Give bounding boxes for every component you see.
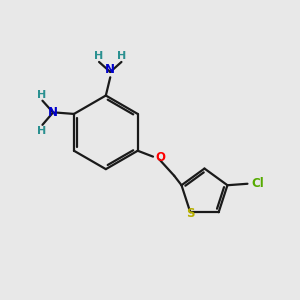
- Text: S: S: [186, 207, 194, 220]
- Text: H: H: [37, 89, 46, 100]
- Text: H: H: [37, 126, 46, 136]
- Text: N: N: [48, 106, 58, 119]
- Text: N: N: [105, 63, 115, 76]
- Text: H: H: [94, 51, 104, 61]
- Text: H: H: [117, 51, 126, 61]
- Text: Cl: Cl: [251, 177, 264, 190]
- Text: O: O: [155, 151, 165, 164]
